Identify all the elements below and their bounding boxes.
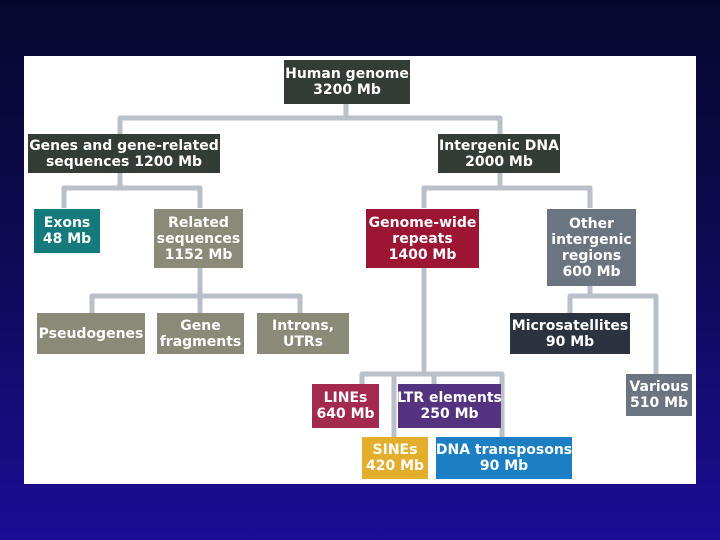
node-introns-label-1: Introns, [271,317,334,334]
connector-related [89,268,303,314]
node-other-label-2: intergenic [551,231,632,248]
node-genes: Genes and gene-related sequences 1200 Mb [28,134,220,173]
connector-intergenic [421,173,593,208]
node-various: Various 510 Mb [626,374,692,416]
node-exons: Exons 48 Mb [34,209,100,253]
node-repeats-label-2: repeats [392,230,453,247]
node-various-label: Various [629,379,689,395]
node-lines-label: LINEs [323,390,368,406]
node-related-label-1: Related [168,214,229,231]
diagram-panel: Human genome 3200 Mb Genes and gene-rela… [24,56,696,484]
node-ltr-size: 250 Mb [420,406,479,422]
node-dna-transposons: DNA transposons 90 Mb [436,437,572,479]
node-ltr: LTR elements 250 Mb [397,384,502,428]
connector-repeats [359,268,505,438]
node-intergenic: Intergenic DNA 2000 Mb [438,134,560,173]
node-fragments-label-2: fragments [159,333,242,350]
node-intergenic-size: 2000 Mb [465,153,533,170]
node-microsatellites-label: Microsatellites [511,317,629,334]
node-pseudogenes: Pseudogenes [37,313,145,354]
node-other-label-3: regions [561,247,622,264]
node-microsatellites-size: 90 Mb [545,333,595,350]
node-genes-size: sequences 1200 Mb [45,153,203,170]
connector-root [117,104,503,136]
node-fragments: Gene fragments [157,313,244,354]
node-sines-size: 420 Mb [365,458,425,474]
node-ltr-label: LTR elements [397,390,502,406]
node-fragments-label-1: Gene [180,317,221,334]
node-exons-size: 48 Mb [42,231,92,247]
node-human-genome: Human genome 3200 Mb [284,60,410,104]
node-various-size: 510 Mb [629,395,689,411]
connector-lines [61,104,659,438]
node-introns: Introns, UTRs [257,313,349,354]
node-repeats-size: 1400 Mb [388,246,457,263]
node-genes-label: Genes and gene-related [29,137,219,154]
node-related-label-2: sequences [156,230,241,247]
node-lines-size: 640 Mb [316,406,375,422]
connector-genes [61,173,203,208]
node-pseudogenes-label: Pseudogenes [38,325,144,342]
node-repeats-label-1: Genome-wide [368,214,477,231]
connector-other [567,286,659,376]
node-introns-label-2: UTRs [282,333,324,350]
node-sines: SINEs 420 Mb [362,437,428,479]
node-sines-label: SINEs [372,442,418,458]
node-microsatellites: Microsatellites 90 Mb [510,313,630,354]
node-other-size: 600 Mb [562,263,621,280]
node-dna-transposons-size: 90 Mb [479,458,529,474]
node-exons-label: Exons [43,215,91,231]
node-related-size: 1152 Mb [164,246,233,263]
node-human-genome-size: 3200 Mb [313,82,381,98]
node-other-label-1: Other [569,215,614,232]
node-related: Related sequences 1152 Mb [154,209,243,268]
node-lines: LINEs 640 Mb [312,384,379,428]
node-human-genome-label: Human genome [285,66,409,82]
node-other: Other intergenic regions 600 Mb [547,209,636,286]
node-dna-transposons-label: DNA transposons [435,442,573,458]
node-intergenic-label: Intergenic DNA [439,137,559,154]
node-repeats: Genome-wide repeats 1400 Mb [366,209,479,268]
